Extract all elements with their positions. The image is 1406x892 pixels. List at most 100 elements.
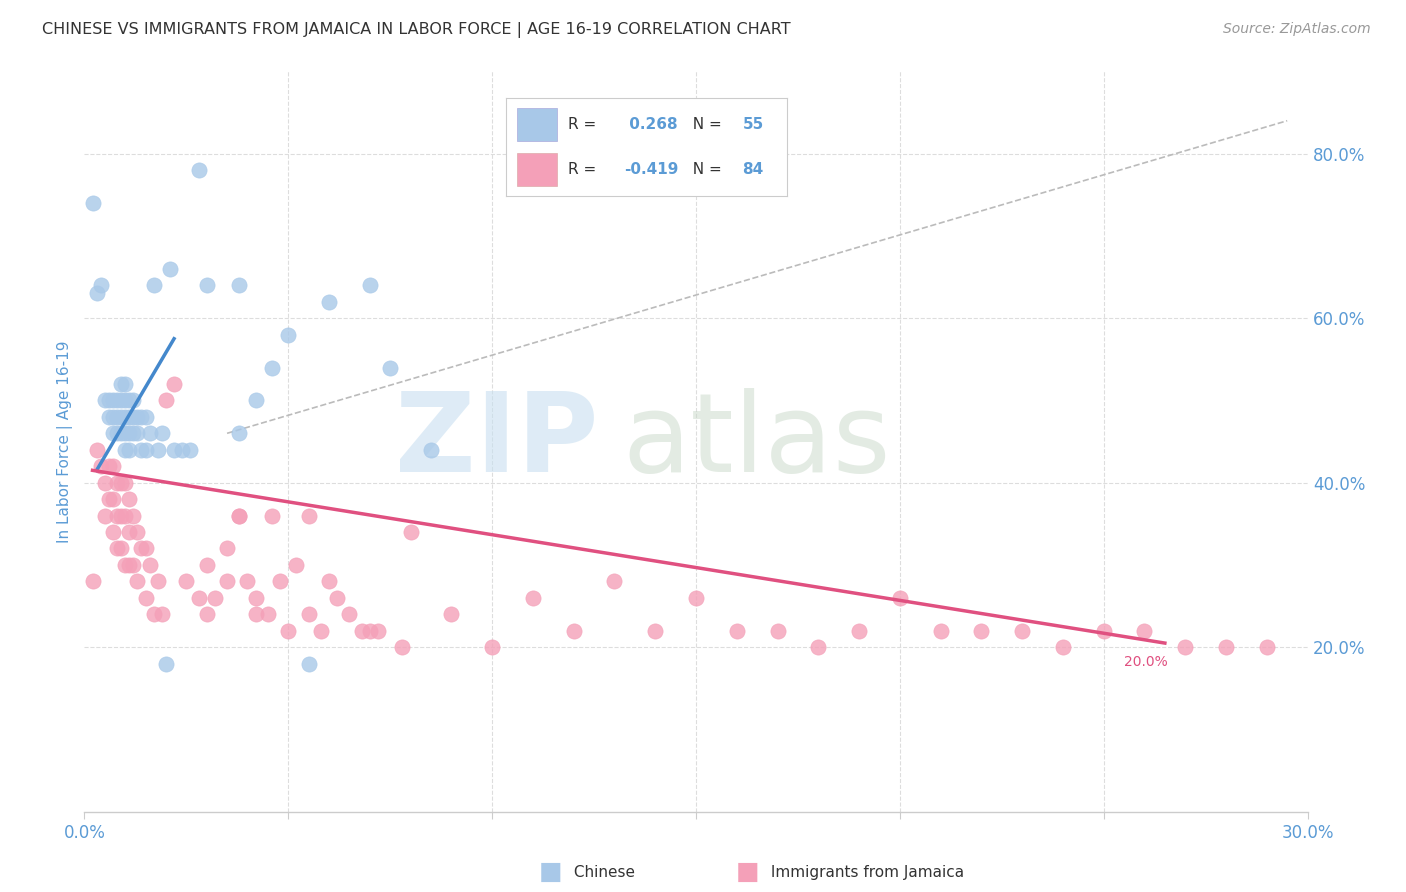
- Point: [644, 624, 666, 638]
- Point: [685, 591, 707, 605]
- Point: [118, 524, 141, 539]
- Point: [118, 393, 141, 408]
- Text: Chinese: Chinese: [569, 865, 636, 880]
- Text: R =: R =: [568, 117, 602, 132]
- Point: [807, 640, 830, 655]
- Text: 55: 55: [742, 117, 763, 132]
- Point: [228, 508, 250, 523]
- Point: [150, 607, 173, 622]
- Point: [1174, 640, 1197, 655]
- Point: [163, 442, 186, 457]
- Point: [217, 574, 239, 589]
- Point: [114, 393, 136, 408]
- Point: [114, 426, 136, 441]
- Point: [122, 426, 145, 441]
- Point: [101, 409, 124, 424]
- Point: [118, 558, 141, 572]
- Point: [204, 591, 226, 605]
- Point: [298, 607, 321, 622]
- Point: [97, 393, 120, 408]
- Point: [318, 294, 340, 309]
- Point: [1133, 624, 1156, 638]
- Point: [269, 574, 291, 589]
- Point: [195, 278, 218, 293]
- Point: [122, 409, 145, 424]
- Point: [105, 409, 128, 424]
- Text: ■: ■: [538, 861, 562, 884]
- Point: [97, 459, 120, 474]
- Point: [82, 574, 104, 589]
- Point: [142, 278, 165, 293]
- Text: ZIP: ZIP: [395, 388, 598, 495]
- Point: [440, 607, 463, 622]
- Point: [150, 426, 173, 441]
- Point: [195, 558, 218, 572]
- Point: [114, 508, 136, 523]
- Point: [367, 624, 389, 638]
- Point: [359, 624, 381, 638]
- Point: [228, 426, 250, 441]
- Point: [127, 409, 149, 424]
- Point: [298, 508, 321, 523]
- Point: [110, 508, 132, 523]
- Text: CHINESE VS IMMIGRANTS FROM JAMAICA IN LABOR FORCE | AGE 16-19 CORRELATION CHART: CHINESE VS IMMIGRANTS FROM JAMAICA IN LA…: [42, 22, 790, 38]
- Point: [105, 426, 128, 441]
- Text: 20.0%: 20.0%: [1125, 656, 1168, 669]
- Point: [82, 196, 104, 211]
- Point: [135, 409, 157, 424]
- Text: ■: ■: [735, 861, 759, 884]
- Point: [146, 574, 169, 589]
- Point: [1256, 640, 1278, 655]
- Point: [176, 574, 198, 589]
- Point: [122, 393, 145, 408]
- Bar: [517, 153, 557, 186]
- Point: [350, 624, 373, 638]
- Point: [101, 459, 124, 474]
- Point: [114, 475, 136, 490]
- Point: [97, 409, 120, 424]
- Point: [114, 409, 136, 424]
- Point: [603, 574, 626, 589]
- Point: [138, 426, 160, 441]
- Point: [277, 624, 299, 638]
- Point: [1011, 624, 1033, 638]
- Point: [146, 442, 169, 457]
- Point: [1215, 640, 1237, 655]
- Point: [326, 591, 349, 605]
- Point: [101, 393, 124, 408]
- Point: [228, 278, 250, 293]
- Text: 84: 84: [742, 162, 763, 178]
- Point: [929, 624, 952, 638]
- Point: [97, 492, 120, 507]
- Point: [970, 624, 993, 638]
- Point: [257, 607, 280, 622]
- Point: [131, 541, 153, 556]
- Point: [848, 624, 870, 638]
- Point: [481, 640, 503, 655]
- Point: [309, 624, 332, 638]
- Point: [522, 591, 544, 605]
- Point: [260, 360, 283, 375]
- Point: [101, 524, 124, 539]
- Point: [380, 360, 402, 375]
- Point: [245, 607, 267, 622]
- Point: [889, 591, 911, 605]
- Text: N =: N =: [683, 117, 727, 132]
- Point: [562, 624, 585, 638]
- Point: [105, 475, 128, 490]
- Point: [101, 426, 124, 441]
- Point: [159, 261, 181, 276]
- Point: [90, 278, 112, 293]
- Point: [105, 541, 128, 556]
- Point: [86, 442, 108, 457]
- Text: R =: R =: [568, 162, 602, 178]
- Point: [101, 492, 124, 507]
- Text: -0.419: -0.419: [624, 162, 679, 178]
- Point: [118, 442, 141, 457]
- Point: [187, 163, 209, 178]
- Text: Source: ZipAtlas.com: Source: ZipAtlas.com: [1223, 22, 1371, 37]
- Bar: [517, 108, 557, 141]
- Point: [245, 393, 267, 408]
- Point: [195, 607, 218, 622]
- Point: [285, 558, 308, 572]
